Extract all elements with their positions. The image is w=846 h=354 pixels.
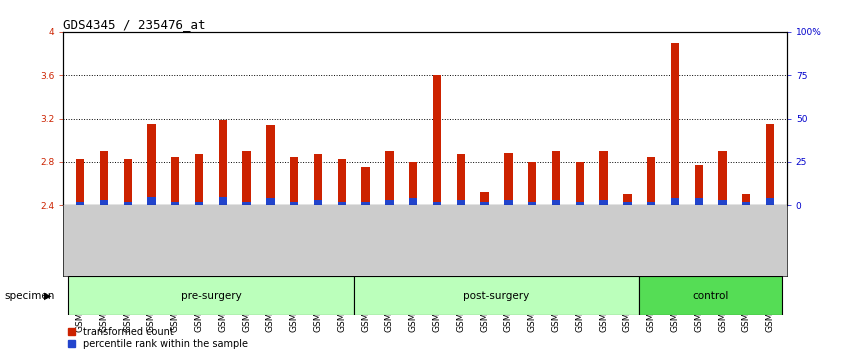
Bar — [504, 153, 513, 205]
Bar — [600, 151, 607, 205]
Bar — [290, 156, 299, 205]
Bar — [314, 154, 322, 205]
Bar — [718, 200, 727, 205]
Bar — [504, 200, 513, 205]
Bar — [338, 159, 346, 205]
Bar — [575, 162, 584, 205]
Bar — [100, 151, 108, 205]
Bar — [409, 162, 417, 205]
Bar — [314, 200, 322, 205]
Bar — [624, 194, 631, 205]
Bar — [695, 165, 703, 205]
Bar — [671, 198, 679, 205]
Bar — [147, 124, 156, 205]
Bar — [552, 151, 560, 205]
Bar — [718, 151, 727, 205]
Bar — [147, 196, 156, 205]
Bar — [266, 198, 275, 205]
Bar — [409, 198, 417, 205]
Bar — [219, 196, 227, 205]
Bar — [575, 202, 584, 205]
Bar — [647, 202, 656, 205]
Bar — [640, 276, 782, 315]
Bar — [481, 192, 489, 205]
Bar — [361, 167, 370, 205]
Bar — [647, 156, 656, 205]
Bar — [385, 200, 393, 205]
Bar — [124, 159, 132, 205]
Text: control: control — [693, 291, 728, 301]
Bar — [354, 276, 640, 315]
Bar — [100, 200, 108, 205]
Bar — [742, 202, 750, 205]
Bar — [171, 156, 179, 205]
Bar — [528, 162, 536, 205]
Bar — [76, 202, 85, 205]
Bar — [624, 202, 631, 205]
Bar — [552, 200, 560, 205]
Bar — [481, 202, 489, 205]
Text: pre-surgery: pre-surgery — [180, 291, 241, 301]
Bar — [742, 194, 750, 205]
Bar — [195, 202, 203, 205]
Bar — [243, 202, 250, 205]
Bar — [457, 154, 465, 205]
Bar — [266, 125, 275, 205]
Bar — [433, 202, 441, 205]
Text: GDS4345 / 235476_at: GDS4345 / 235476_at — [63, 18, 206, 31]
Bar — [600, 200, 607, 205]
Bar — [457, 200, 465, 205]
Bar — [671, 43, 679, 205]
Bar — [528, 202, 536, 205]
Text: ▶: ▶ — [44, 291, 52, 301]
Bar — [124, 202, 132, 205]
Bar — [766, 198, 774, 205]
Bar — [433, 75, 441, 205]
Bar — [243, 151, 250, 205]
Legend: transformed count, percentile rank within the sample: transformed count, percentile rank withi… — [69, 327, 248, 349]
Bar — [338, 202, 346, 205]
Text: specimen: specimen — [4, 291, 55, 301]
Text: post-surgery: post-surgery — [464, 291, 530, 301]
Bar — [766, 124, 774, 205]
Bar — [195, 154, 203, 205]
Bar — [219, 120, 227, 205]
Bar — [361, 202, 370, 205]
Bar — [69, 276, 354, 315]
Bar — [76, 159, 85, 205]
Bar — [171, 202, 179, 205]
Bar — [385, 151, 393, 205]
Bar — [290, 202, 299, 205]
Bar — [695, 198, 703, 205]
